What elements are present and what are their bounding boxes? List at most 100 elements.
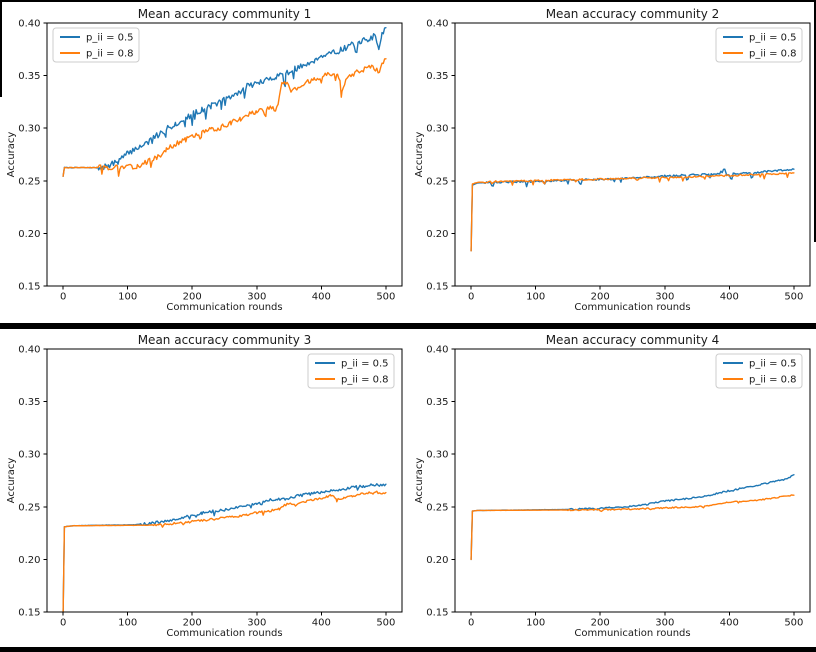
series-group <box>62 27 387 177</box>
x-tick-label: 400 <box>720 618 739 629</box>
chart-community-2: 0 100 200 300 400 500 0.15 0.20 0.25 0.30 0.35 0.40… <box>408 2 816 322</box>
x-tick-label: 400 <box>720 292 739 303</box>
x-tick-label: 300 <box>655 618 674 629</box>
y-tick-label: 0.15 <box>18 608 40 619</box>
chart-community-4: 0 100 200 300 400 500 0.15 0.20 0.25 0.30 0.35 0.40… <box>408 328 816 648</box>
legend-label: p_ii = 0.5 <box>749 359 797 370</box>
series-line-p-ii-0.5 <box>62 483 387 612</box>
y-tick-label: 0.40 <box>18 345 40 356</box>
window-border-bottom <box>0 647 816 652</box>
x-axis-label: Communication rounds <box>166 302 282 313</box>
window-border-right <box>814 0 816 242</box>
y-axis-label: Accuracy <box>6 132 17 178</box>
plot-canvas: 0 100 200 300 400 500 0.15 0.20 0.25 0.30 0.35 0.40… <box>414 7 811 313</box>
ticks <box>451 348 795 616</box>
y-tick-label: 0.30 <box>18 124 40 135</box>
x-tick-label: 0 <box>468 292 474 303</box>
y-tick-label: 0.20 <box>426 229 448 240</box>
y-tick-label: 0.20 <box>18 229 40 240</box>
y-tick-label: 0.35 <box>18 71 40 82</box>
plot-canvas: 0 100 200 300 400 500 0.15 0.20 0.25 0.30 0.35 0.40… <box>6 333 403 639</box>
series-group <box>470 474 795 561</box>
y-tick-label: 0.35 <box>426 71 448 82</box>
y-tick-label: 0.40 <box>426 19 448 30</box>
y-axis-label: Accuracy <box>414 132 425 178</box>
x-tick-label: 200 <box>183 292 202 303</box>
x-tick-label: 100 <box>118 618 137 629</box>
x-tick-label: 200 <box>183 618 202 629</box>
x-tick-label: 500 <box>784 618 803 629</box>
x-tick-label: 100 <box>118 292 137 303</box>
x-tick-label: 500 <box>376 292 395 303</box>
x-tick-label: 500 <box>784 292 803 303</box>
legend-label: p_ii = 0.5 <box>341 359 389 370</box>
series-line-p-ii-0.8 <box>62 58 387 177</box>
y-tick-label: 0.40 <box>426 345 448 356</box>
series-line-p-ii-0.5 <box>470 474 795 561</box>
y-tick-label: 0.25 <box>18 176 40 187</box>
x-tick-label: 200 <box>591 618 610 629</box>
axes-frame <box>454 348 811 613</box>
y-axis-label: Accuracy <box>414 458 425 504</box>
plot-canvas: 0 100 200 300 400 500 0.15 0.20 0.25 0.30 0.35 0.40… <box>414 333 811 639</box>
y-tick-label: 0.25 <box>426 502 448 513</box>
legend-label: p_ii = 0.8 <box>749 375 797 386</box>
x-tick-label: 300 <box>247 618 266 629</box>
x-tick-label: 300 <box>247 292 266 303</box>
x-tick-label: 0 <box>468 618 474 629</box>
x-tick-label: 400 <box>312 292 331 303</box>
y-tick-label: 0.35 <box>18 397 40 408</box>
chart-community-1: 0 100 200 300 400 500 0.15 0.20 0.25 0.30 0.35 0.40… <box>0 2 408 322</box>
legend: p_ii = 0.5 p_ii = 0.8 <box>715 353 803 389</box>
x-axis-label: Communication rounds <box>574 302 690 313</box>
x-tick-label: 300 <box>655 292 674 303</box>
y-tick-label: 0.30 <box>426 450 448 461</box>
row-divider <box>0 323 816 329</box>
x-tick-label: 0 <box>60 292 66 303</box>
series-line-p-ii-0.5 <box>62 27 387 177</box>
y-axis-label: Accuracy <box>6 458 17 504</box>
plot-canvas: 0 100 200 300 400 500 0.15 0.20 0.25 0.30 0.35 0.40… <box>6 7 403 313</box>
x-tick-label: 100 <box>526 618 545 629</box>
x-tick-label: 500 <box>376 618 395 629</box>
window-border-top <box>0 0 816 2</box>
series-line-p-ii-0.8 <box>62 490 387 612</box>
axes-frame <box>46 22 403 287</box>
series-line-p-ii-0.8 <box>470 494 795 561</box>
x-tick-label: 100 <box>526 292 545 303</box>
ticks <box>43 22 387 290</box>
y-tick-label: 0.30 <box>18 450 40 461</box>
legend: p_ii = 0.5 p_ii = 0.8 <box>715 27 803 63</box>
y-tick-label: 0.15 <box>426 608 448 619</box>
y-tick-label: 0.35 <box>426 397 448 408</box>
axes-frame <box>454 22 811 287</box>
series-line-p-ii-0.8 <box>470 172 795 252</box>
y-tick-label: 0.20 <box>18 555 40 566</box>
legend-label: p_ii = 0.5 <box>749 33 797 44</box>
x-axis-label: Communication rounds <box>574 628 690 639</box>
x-tick-label: 0 <box>60 618 66 629</box>
chart-title: Mean accuracy community 3 <box>138 333 312 347</box>
x-axis-label: Communication rounds <box>166 628 282 639</box>
series-group <box>62 483 387 612</box>
chart-title: Mean accuracy community 4 <box>546 333 720 347</box>
legend: p_ii = 0.5 p_ii = 0.8 <box>307 353 395 389</box>
x-tick-label: 200 <box>591 292 610 303</box>
window-border-left <box>0 0 2 97</box>
series-group <box>470 168 795 252</box>
legend: p_ii = 0.5 p_ii = 0.8 <box>52 27 140 63</box>
axes-frame <box>46 348 403 613</box>
ticks <box>43 348 387 616</box>
chart-title: Mean accuracy community 2 <box>546 7 720 21</box>
chart-community-3: 0 100 200 300 400 500 0.15 0.20 0.25 0.30 0.35 0.40… <box>0 328 408 648</box>
ticks <box>451 22 795 290</box>
y-tick-label: 0.15 <box>18 282 40 293</box>
legend-label: p_ii = 0.8 <box>341 375 389 386</box>
chart-title: Mean accuracy community 1 <box>138 7 312 21</box>
y-tick-label: 0.20 <box>426 555 448 566</box>
y-tick-label: 0.30 <box>426 124 448 135</box>
legend-label: p_ii = 0.8 <box>749 49 797 60</box>
legend-label: p_ii = 0.5 <box>86 33 134 44</box>
y-tick-label: 0.15 <box>426 282 448 293</box>
